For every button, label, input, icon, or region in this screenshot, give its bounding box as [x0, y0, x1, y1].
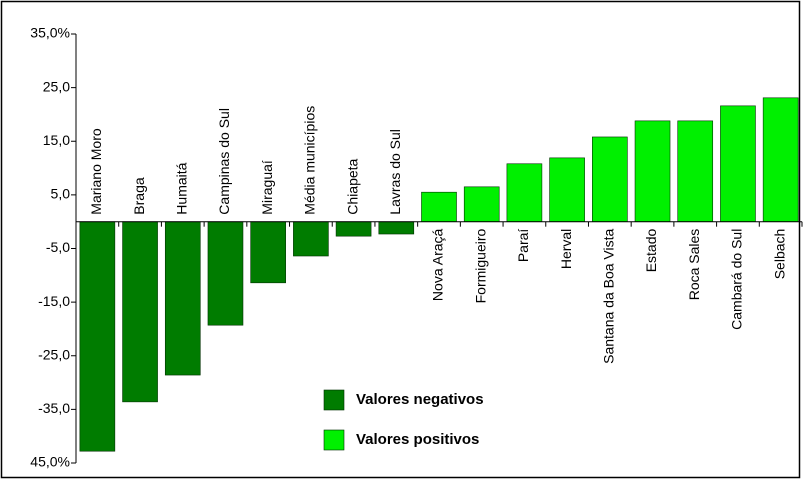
x-tick-label: Mariano Moro [88, 128, 104, 215]
bar [421, 191, 457, 222]
bar [677, 120, 714, 222]
legend-swatch [323, 389, 345, 411]
legend-swatch [323, 429, 345, 451]
y-tick-label: -5,0 [46, 239, 70, 255]
y-tick-label: -35,0 [38, 400, 70, 416]
y-tick-label: 35,0% [30, 25, 70, 41]
x-tick-label: Estado [643, 228, 659, 272]
x-tick-label: Humaitá [173, 162, 189, 214]
y-tick-label: 15,0 [43, 132, 70, 148]
bar [122, 221, 158, 403]
x-tick-label: Média municípios [302, 106, 318, 215]
bar [164, 221, 201, 376]
y-tick-label: 45,0% [30, 454, 70, 470]
legend-label: Valores positivos [356, 431, 479, 448]
x-tick-label: Herval [558, 229, 574, 269]
x-tick-label: Lavras do Sul [387, 129, 403, 215]
bar [207, 221, 244, 326]
x-tick-label: Selbach [771, 229, 787, 280]
x-tick-label: Miraguaí [259, 160, 275, 215]
y-tick-label: 25,0 [43, 78, 70, 94]
bar [506, 163, 543, 222]
x-tick-label: Chiapeta [344, 158, 360, 214]
bar [762, 97, 799, 222]
bar [463, 186, 500, 222]
bar [720, 105, 756, 222]
bar [634, 120, 671, 222]
x-tick-label: Paraí [515, 229, 531, 263]
bar [549, 157, 585, 222]
x-tick-label: Campinas do Sul [216, 108, 232, 215]
bar [335, 221, 372, 237]
legend-label: Valores negativos [356, 391, 484, 408]
x-tick-label: Nova Araçá [430, 228, 446, 301]
x-tick-label: Braga [131, 177, 147, 215]
bar [79, 221, 116, 452]
y-tick-label: 5,0 [51, 186, 71, 202]
x-tick-label: Formigueiro [472, 228, 488, 303]
y-tick-label: -25,0 [38, 346, 70, 362]
bar [592, 136, 628, 222]
bar [293, 221, 329, 257]
x-tick-label: Roca Sales [686, 229, 702, 301]
y-tick-label: -15,0 [38, 293, 70, 309]
x-tick-label: Cambará do Sul [729, 229, 745, 330]
x-tick-label: Santana da Boa Vista [601, 228, 617, 363]
bar [250, 221, 286, 284]
bar [378, 221, 415, 235]
